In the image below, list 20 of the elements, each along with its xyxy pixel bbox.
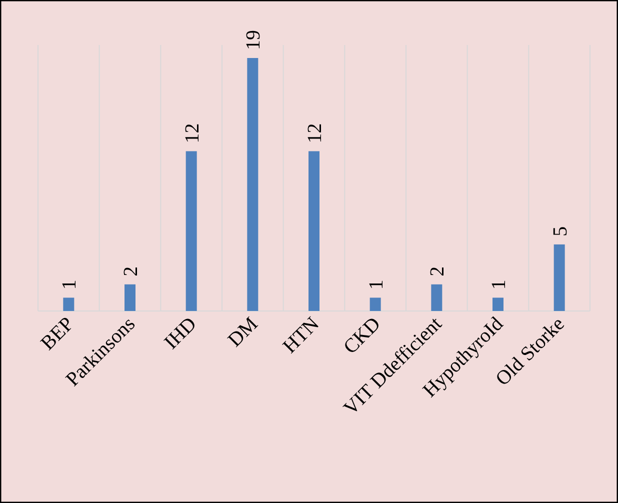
bar xyxy=(124,284,136,311)
data-label: 12 xyxy=(304,123,326,144)
bar xyxy=(431,284,442,311)
x-tick-label: DM xyxy=(224,312,262,352)
data-label: 1 xyxy=(365,280,388,290)
data-label: 12 xyxy=(181,123,204,144)
data-label: 1 xyxy=(58,280,81,290)
data-label: 5 xyxy=(549,226,572,236)
bar xyxy=(63,298,74,311)
bar xyxy=(370,298,381,311)
data-label: 1 xyxy=(488,280,510,290)
bar xyxy=(247,58,258,311)
x-tick-label: IHD xyxy=(160,312,201,354)
bar xyxy=(492,298,504,311)
data-label: 2 xyxy=(120,266,142,276)
bar xyxy=(186,151,197,311)
bar xyxy=(554,244,565,311)
bar xyxy=(308,151,320,311)
data-label: 2 xyxy=(426,266,449,276)
data-label: 19 xyxy=(242,30,265,50)
